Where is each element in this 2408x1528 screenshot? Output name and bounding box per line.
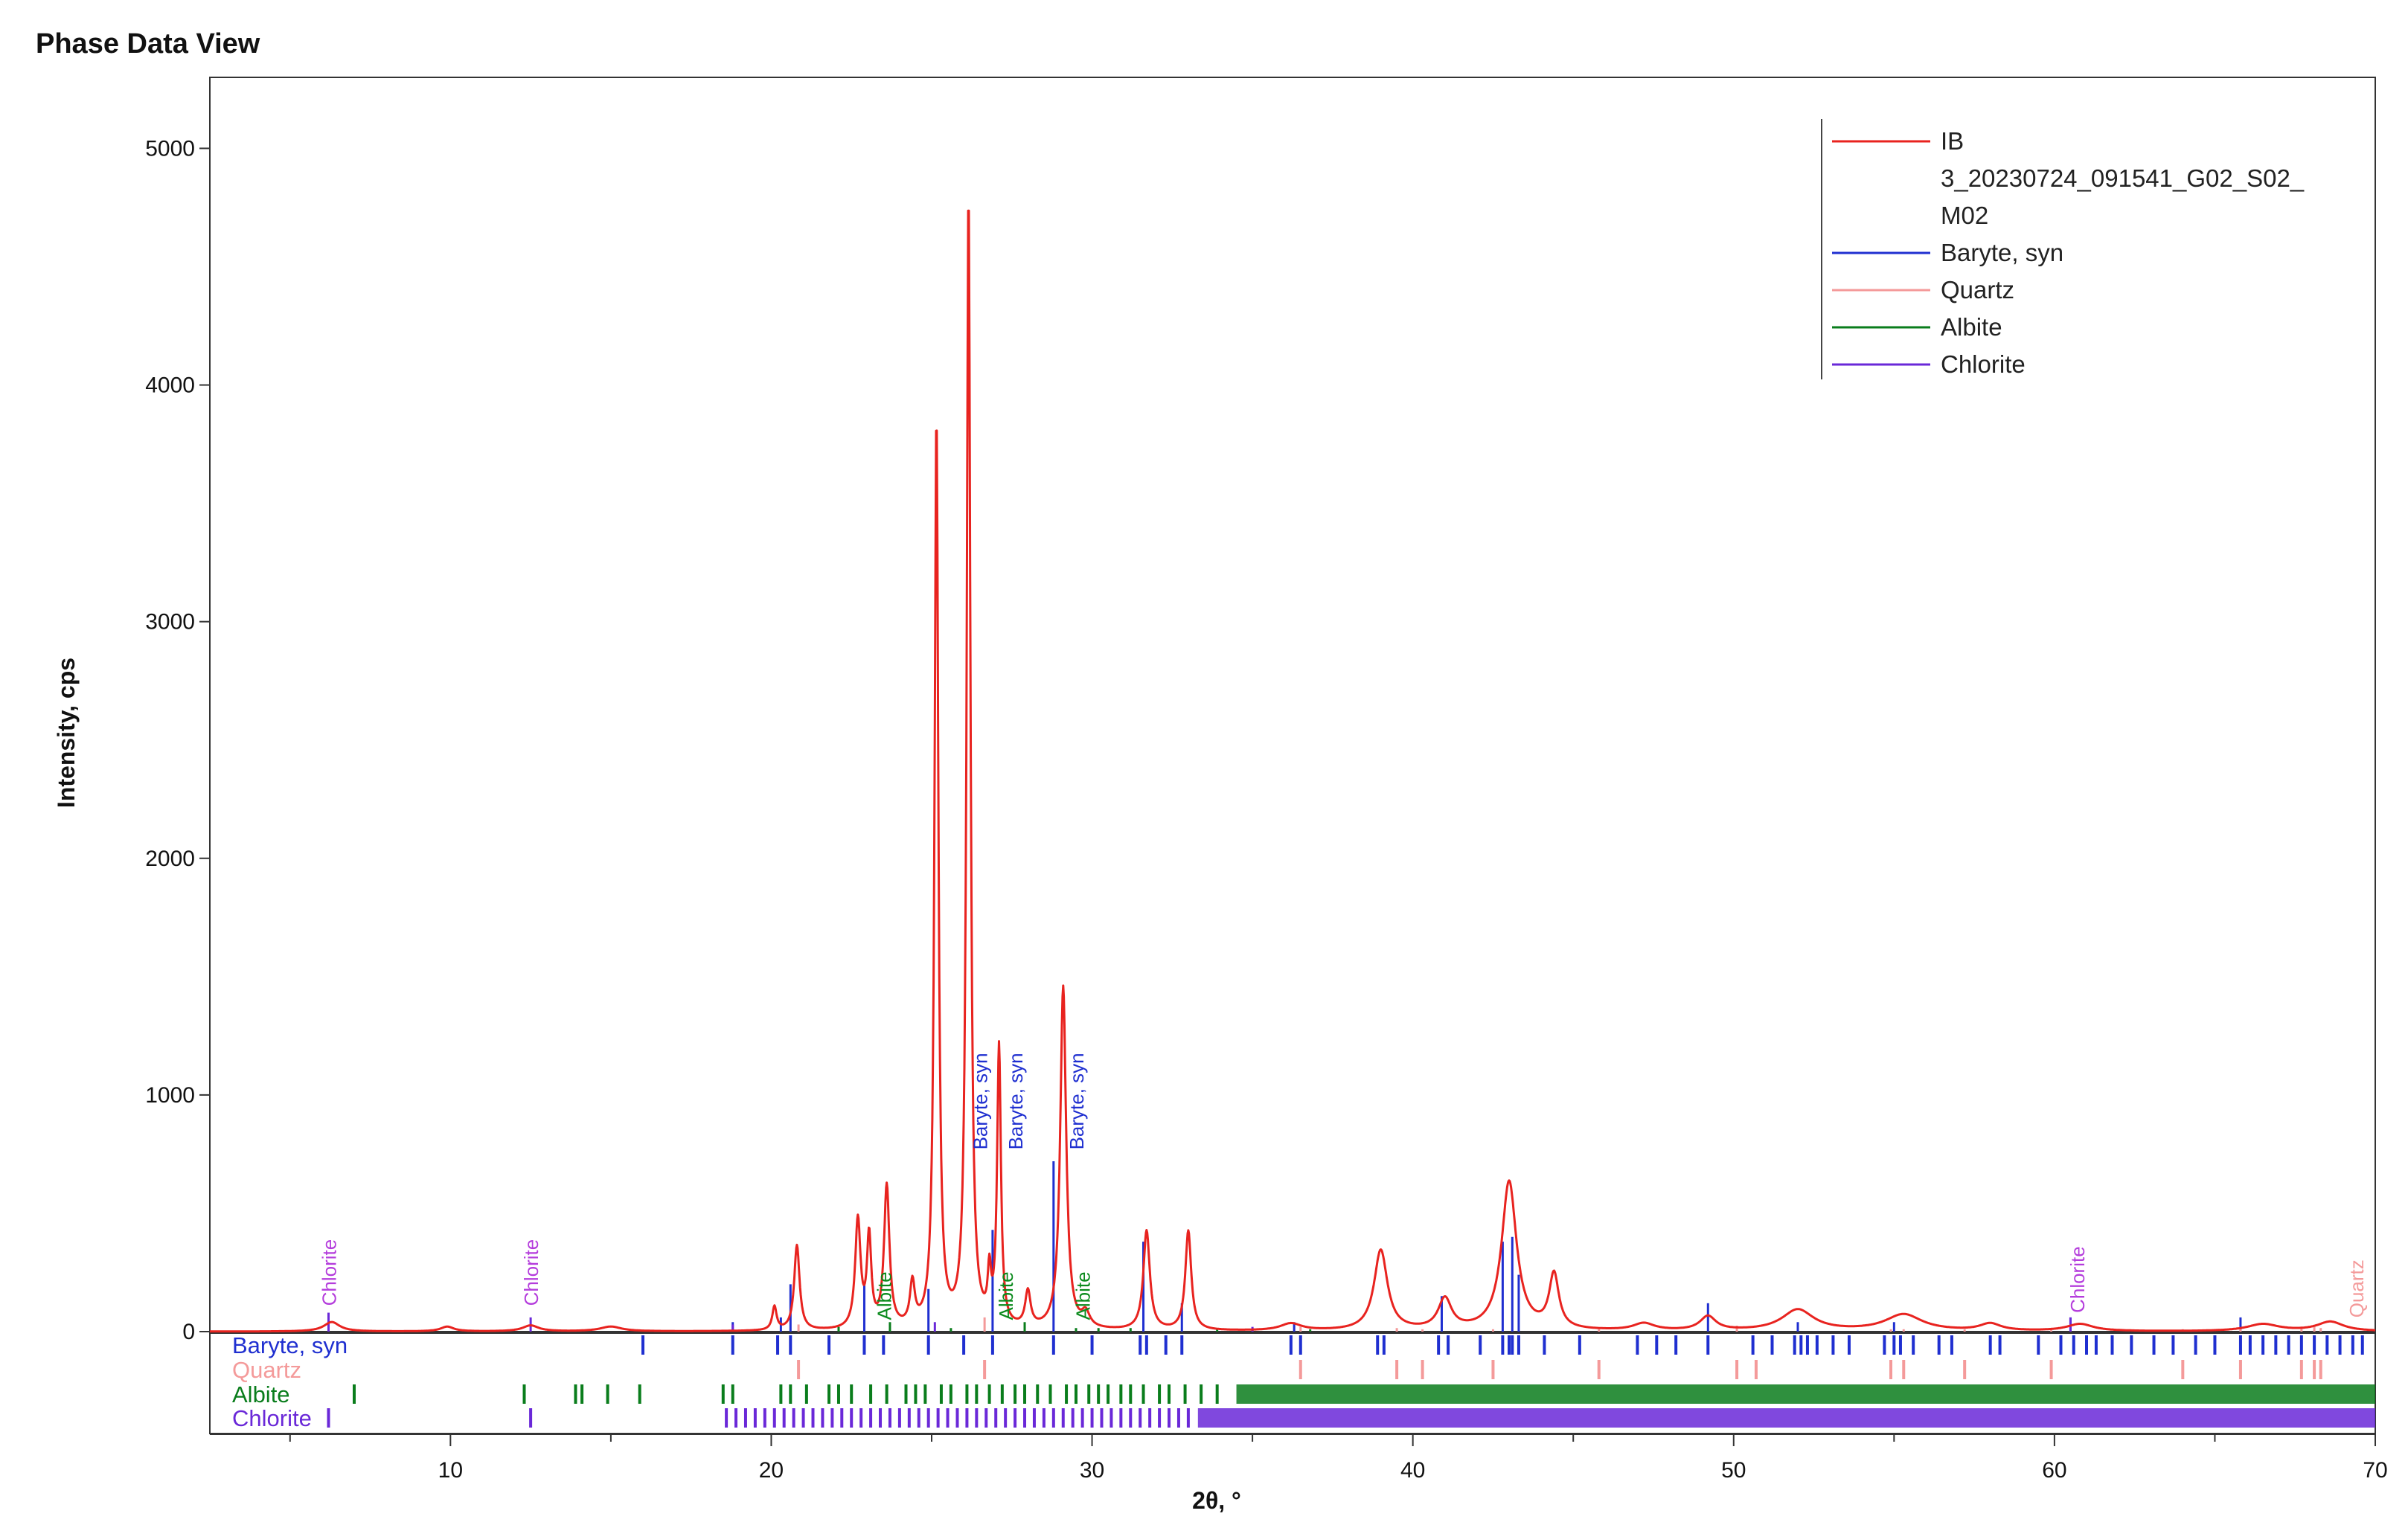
- x-axis: 10 20 30 40 50 60 70: [289, 1434, 2388, 1483]
- peak-annotation: Albite: [873, 1271, 895, 1320]
- phase-band-label: Chlorite: [232, 1405, 312, 1431]
- x-tick-label: 70: [2363, 1458, 2387, 1483]
- x-tick-label: 60: [2042, 1458, 2066, 1483]
- phase-sticks: [327, 1161, 2322, 1332]
- legend-entry-label: M02: [1941, 202, 1988, 229]
- pattern-line-path: [209, 209, 2376, 1333]
- legend-entry-label: Albite: [1941, 313, 2002, 341]
- x-tick-label: 50: [1721, 1458, 1746, 1483]
- window-title: Phase Data View: [36, 28, 260, 60]
- peak-annotation: Chlorite: [520, 1239, 542, 1306]
- y-axis: 0 1000 2000 3000 4000 5000: [145, 136, 210, 1344]
- legend-entry-label: IB: [1941, 127, 1964, 155]
- pattern-line: [209, 209, 2376, 1333]
- x-axis-title: 2θ, °: [1192, 1487, 1241, 1514]
- peak-annotation: Albite: [995, 1271, 1017, 1320]
- peak-annotation: Chlorite: [2066, 1246, 2089, 1313]
- peak-annotation: Chlorite: [318, 1239, 341, 1306]
- peak-annotations: Chlorite Chlorite Albite Baryte, syn Albite B…: [318, 1053, 2369, 1320]
- y-tick-label: 1000: [145, 1083, 195, 1108]
- y-tick-label: 0: [182, 1320, 195, 1344]
- y-tick-label: 2000: [145, 847, 195, 871]
- legend: IB 3_20230724_091541_G02_S02_ M02 Baryte, s…: [1821, 119, 2305, 379]
- legend-entry-label: 3_20230724_091541_G02_S02_: [1941, 164, 2305, 192]
- phase-band-block: [1236, 1384, 2375, 1404]
- peak-annotation: Baryte, syn: [1066, 1053, 1088, 1149]
- phase-band-block: [1197, 1408, 2375, 1428]
- x-tick-label: 10: [438, 1458, 463, 1483]
- legend-entry-label: Quartz: [1941, 276, 2014, 304]
- legend-entry-label: Chlorite: [1941, 350, 2026, 378]
- legend-entry-label: Baryte, syn: [1941, 239, 2063, 266]
- x-tick-label: 30: [1080, 1458, 1104, 1483]
- y-tick-label: 3000: [145, 610, 195, 635]
- peak-annotation: Quartz: [2345, 1259, 2368, 1317]
- y-tick-label: 4000: [145, 373, 195, 398]
- phase-band-label: Quartz: [232, 1357, 301, 1383]
- peak-annotation: Baryte, syn: [1005, 1053, 1027, 1149]
- phase-band-label: Albite: [232, 1381, 290, 1407]
- peak-annotation: Baryte, syn: [970, 1053, 992, 1149]
- peak-annotation: Albite: [1072, 1271, 1095, 1320]
- x-tick-label: 20: [759, 1458, 784, 1483]
- y-axis-title: Intensity, cps: [53, 658, 80, 808]
- y-tick-label: 5000: [145, 136, 195, 161]
- phase-band-label: Baryte, syn: [232, 1332, 348, 1358]
- x-tick-label: 40: [1400, 1458, 1425, 1483]
